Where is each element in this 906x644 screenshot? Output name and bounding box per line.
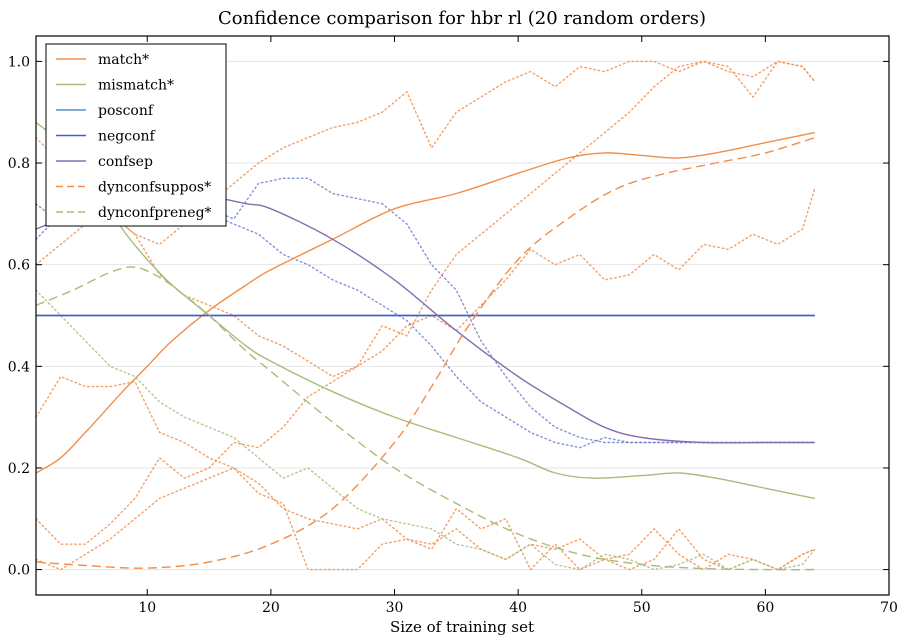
run-trace-line: [35, 375, 816, 571]
y-tick-label: 0.6: [8, 258, 30, 274]
series-line-dynconfpreneg: [35, 266, 815, 571]
series-lines: [35, 121, 816, 571]
x-tick-label: 30: [386, 600, 404, 616]
y-tick-label: 0.2: [8, 461, 30, 477]
series-line-dynconfsuppos: [35, 136, 816, 569]
y-tick-label: 0.8: [8, 156, 30, 172]
chart-title: Confidence comparison for hbr rl (20 ran…: [218, 8, 706, 29]
legend-label: match*: [98, 52, 149, 68]
series-line-match: [35, 131, 815, 474]
run-trace-line: [35, 187, 816, 545]
x-tick-label: 70: [880, 600, 898, 616]
legend-label: confsep: [98, 154, 153, 170]
x-tick-label: 20: [262, 600, 280, 616]
run-trace-line: [35, 60, 816, 246]
run-trace-line: [35, 197, 816, 449]
legend-label: posconf: [98, 103, 155, 119]
y-tick-label: 0.0: [8, 563, 30, 579]
legend-label: negconf: [98, 129, 157, 145]
legend-label: mismatch*: [98, 78, 174, 94]
y-tick-label: 0.4: [8, 359, 30, 375]
legend-label: dynconfpreneg*: [98, 205, 212, 221]
axis-ticks: 10 20 30 40 50 60 70 0.0 0.2 0.4 0.6 0.8 1.0: [8, 36, 898, 616]
x-tick-label: 50: [633, 600, 651, 616]
run-trace-line: [35, 467, 816, 571]
legend-label: dynconfsuppos*: [98, 180, 211, 196]
run-trace-line: [35, 289, 816, 571]
x-axis-label: Size of training set: [390, 618, 534, 636]
y-tick-label: 1.0: [8, 54, 30, 70]
x-tick-label: 10: [138, 600, 156, 616]
x-tick-label: 40: [509, 600, 527, 616]
series-line-mismatch: [35, 121, 815, 500]
x-tick-label: 60: [756, 600, 774, 616]
legend: match* mismatch* posconf negconf confsep dync…: [45, 43, 227, 227]
plot-frame: [35, 35, 890, 596]
